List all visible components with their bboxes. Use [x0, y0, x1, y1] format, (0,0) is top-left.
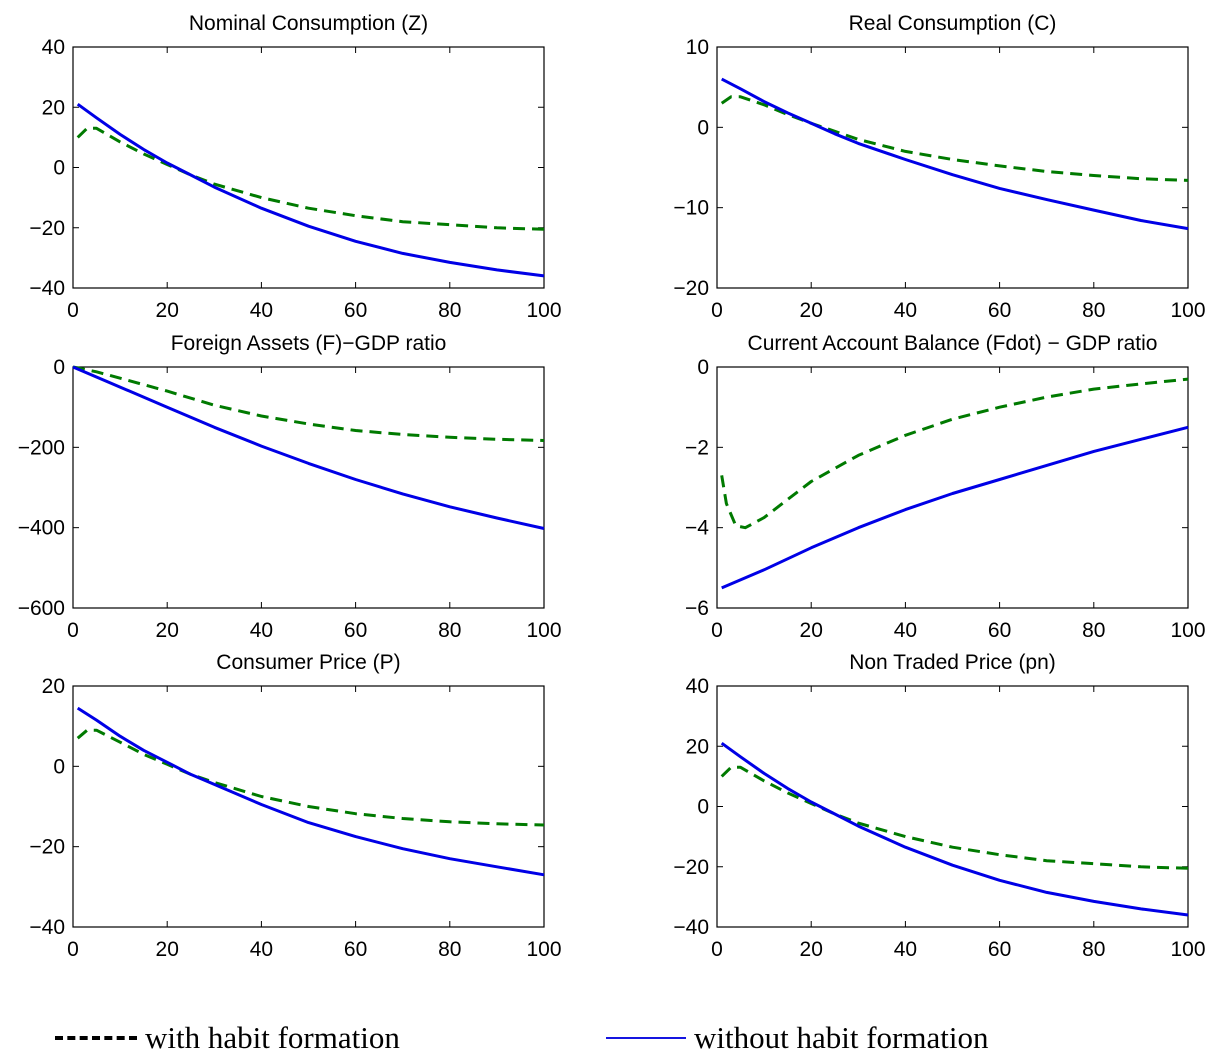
series-line-without-habit [721, 77, 1189, 231]
x-tick-label: 80 [1082, 299, 1105, 322]
y-tick-label: −400 [18, 517, 65, 540]
x-tick-label: 60 [988, 299, 1011, 322]
y-tick-label: −10 [673, 197, 709, 220]
x-tick-label: 60 [988, 619, 1011, 642]
x-tick-label: 0 [711, 938, 723, 961]
y-tick-label: −600 [18, 597, 65, 620]
y-tick-label: 0 [697, 796, 709, 819]
chart-title: Consumer Price (P) [216, 651, 400, 674]
chart-title: Foreign Assets (F)−GDP ratio [171, 332, 447, 355]
chart-panel-4: Current Account Balance (Fdot) − GDP rat… [685, 332, 1205, 642]
axes-box [716, 366, 1189, 609]
axes-box [72, 366, 545, 609]
series-line-with-habit [720, 377, 1189, 530]
legend-solid-swatch [606, 1037, 686, 1039]
axes-box [72, 46, 545, 289]
x-tick-label: 60 [344, 299, 367, 322]
chart-panel-2: Real Consumption (C) 0 20 40 60 80 100 −20 −10 0 1… [673, 12, 1205, 322]
chart-title: Non Traded Price (pn) [849, 651, 1056, 674]
legend-item-with-habit: with habit formation [55, 1018, 400, 1058]
x-tick-label: 100 [1170, 619, 1205, 642]
legend-label-with-habit: with habit formation [145, 1020, 400, 1055]
series-line-with-habit [76, 126, 545, 231]
x-tick-label: 0 [67, 938, 79, 961]
x-tick-label: 20 [156, 619, 179, 642]
series-line-with-habit [76, 728, 545, 827]
series-line-without-habit [76, 102, 545, 278]
chart-panel-6: Non Traded Price (pn) 0 20 40 60 80 100 −40 −20 0… [673, 651, 1205, 961]
x-tick-label: 20 [800, 299, 823, 322]
x-tick-label: 100 [1170, 299, 1205, 322]
chart-title: Current Account Balance (Fdot) − GDP rat… [748, 332, 1158, 355]
y-tick-label: 40 [686, 675, 709, 698]
x-tick-label: 80 [1082, 938, 1105, 961]
x-tick-label: 0 [67, 619, 79, 642]
x-tick-label: 100 [1170, 938, 1205, 961]
legend-dashed-swatch [55, 1036, 137, 1040]
axes-box [716, 46, 1189, 289]
x-tick-label: 0 [711, 299, 723, 322]
y-tick-label: −40 [29, 277, 65, 300]
series-line-with-habit [720, 95, 1189, 182]
figure-grid: Nominal Consumption (Z)0 20 40 60 80 100−40−2… [18, 12, 1206, 961]
x-tick-label: 20 [800, 619, 823, 642]
x-tick-label: 40 [250, 938, 273, 961]
x-tick-label: 40 [894, 619, 917, 642]
axes-box [72, 685, 545, 928]
legend-label-without-habit: without habit formation [694, 1020, 989, 1055]
y-tick-label: −20 [29, 217, 65, 240]
chart-panel-1: Nominal Consumption (Z) 0 20 40 60 80 100 −40 −2… [29, 12, 561, 322]
chart-panel-5: Consumer Price (P) 0 20 40 60 80 100 −40 −20 0 20 [29, 651, 561, 961]
y-tick-label: −4 [685, 517, 709, 540]
chart-panel-3: Foreign Assets (F)−GDP ratio 0 20 40 60 80 100… [18, 332, 562, 642]
y-tick-label: −40 [673, 916, 709, 939]
x-tick-label: 60 [988, 938, 1011, 961]
y-tick-label: −6 [685, 597, 709, 620]
y-tick-label: −200 [18, 436, 65, 459]
x-tick-label: 100 [526, 299, 561, 322]
x-tick-label: 100 [526, 938, 561, 961]
x-tick-label: 80 [438, 619, 461, 642]
y-tick-label: −20 [673, 856, 709, 879]
y-tick-label: 0 [53, 157, 65, 180]
axes-box [716, 685, 1189, 928]
chart-title: Nominal Consumption (Z) [189, 12, 428, 35]
y-tick-label: 0 [53, 356, 65, 379]
x-tick-label: 80 [438, 299, 461, 322]
y-tick-label: 0 [697, 356, 709, 379]
x-tick-label: 80 [1082, 619, 1105, 642]
x-tick-label: 60 [344, 938, 367, 961]
y-tick-label: 0 [53, 755, 65, 778]
x-tick-label: 60 [344, 619, 367, 642]
x-tick-label: 0 [711, 619, 723, 642]
y-tick-label: 0 [697, 116, 709, 139]
y-tick-label: 40 [42, 36, 65, 59]
series-line-with-habit [720, 765, 1189, 870]
legend-item-without-habit: without habit formation [606, 1018, 988, 1058]
y-tick-label: −40 [29, 916, 65, 939]
x-tick-label: 40 [894, 938, 917, 961]
x-tick-label: 20 [156, 299, 179, 322]
y-tick-label: −20 [29, 836, 65, 859]
series-line-with-habit [72, 365, 545, 442]
series-line-without-habit [72, 365, 545, 530]
y-tick-label: 10 [686, 36, 709, 59]
x-tick-label: 80 [438, 938, 461, 961]
x-tick-label: 100 [526, 619, 561, 642]
y-tick-label: 20 [42, 675, 65, 698]
series-line-without-habit [721, 425, 1189, 590]
x-tick-label: 20 [156, 938, 179, 961]
series-line-without-habit [76, 706, 545, 877]
chart-title: Real Consumption (C) [849, 12, 1057, 35]
x-tick-label: 0 [67, 299, 79, 322]
x-tick-label: 40 [894, 299, 917, 322]
x-tick-label: 40 [250, 299, 273, 322]
y-tick-label: −2 [685, 436, 709, 459]
y-tick-label: −20 [673, 277, 709, 300]
x-tick-label: 20 [800, 938, 823, 961]
x-tick-label: 40 [250, 619, 273, 642]
y-tick-label: 20 [686, 735, 709, 758]
y-tick-label: 20 [42, 96, 65, 119]
series-line-without-habit [720, 741, 1189, 917]
